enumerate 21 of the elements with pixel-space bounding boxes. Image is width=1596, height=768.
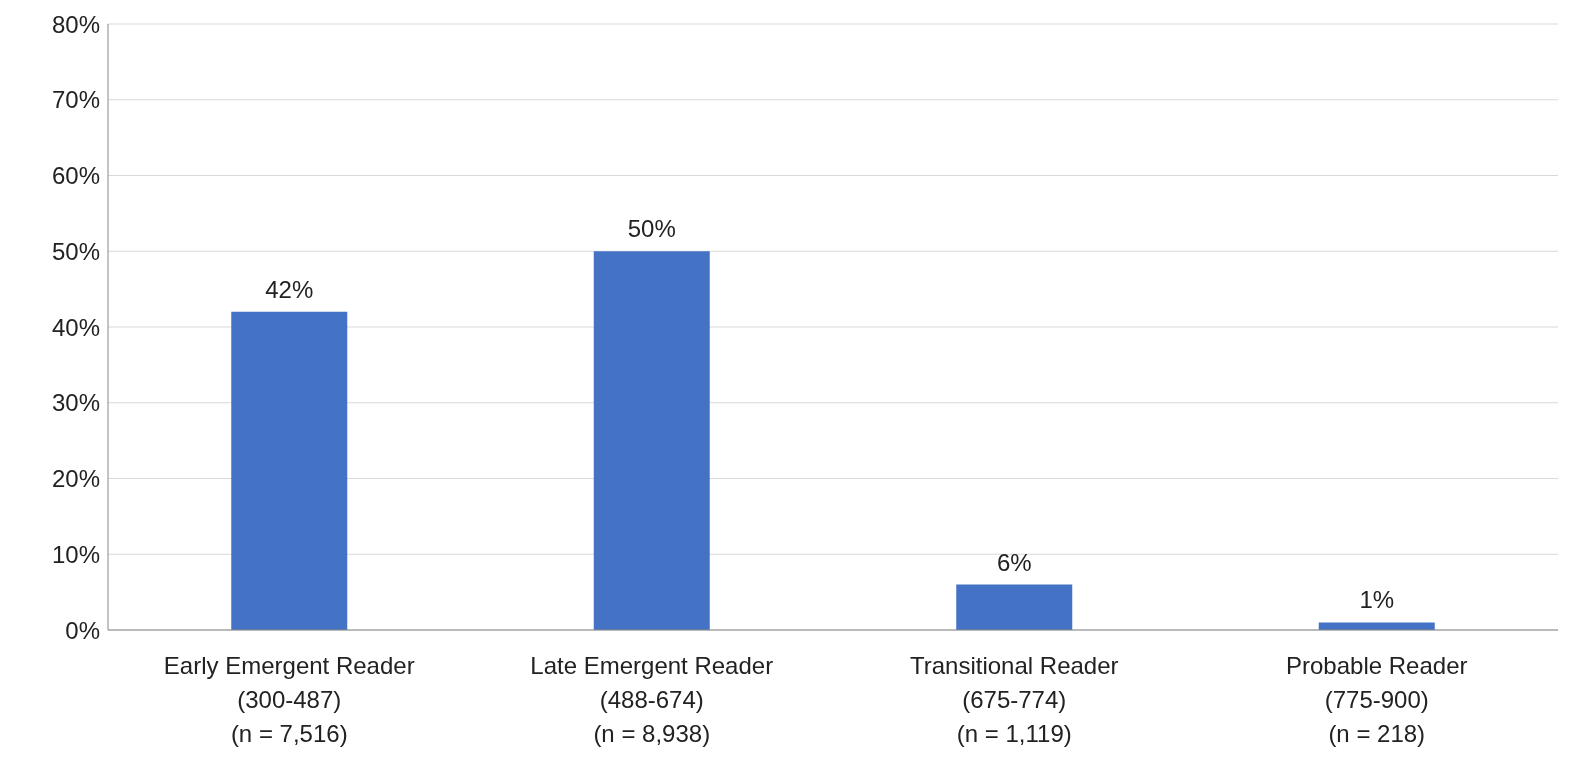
- y-tick-label: 60%: [51, 162, 100, 190]
- x-tick-label: Probable Reader (775-900) (n = 218): [1286, 652, 1468, 747]
- bar: [1318, 622, 1435, 630]
- y-tick-label: 10%: [51, 540, 100, 568]
- data-label: 50%: [627, 215, 676, 243]
- y-tick-label: 50%: [51, 237, 100, 265]
- y-tick-label: 30%: [51, 389, 100, 417]
- data-label: 42%: [265, 275, 314, 303]
- data-label: 6%: [996, 548, 1032, 576]
- bar: [956, 584, 1073, 630]
- x-tick-label: Early Emergent Reader (300-487) (n = 7,516): [163, 652, 415, 747]
- bar: [231, 311, 348, 630]
- x-tick-label: Late Emergent Reader (488-674) (n = 8,938): [530, 652, 774, 747]
- y-tick-label: 0%: [65, 616, 100, 644]
- y-tick-label: 80%: [51, 10, 100, 38]
- y-tick-label: 20%: [51, 465, 100, 493]
- bar: [593, 251, 710, 630]
- y-tick-label: 40%: [51, 313, 100, 341]
- x-tick-label: Transitional Reader (675-774) (n = 1,119): [909, 652, 1119, 747]
- y-tick-label: 70%: [51, 86, 100, 114]
- data-label: 1%: [1359, 586, 1395, 614]
